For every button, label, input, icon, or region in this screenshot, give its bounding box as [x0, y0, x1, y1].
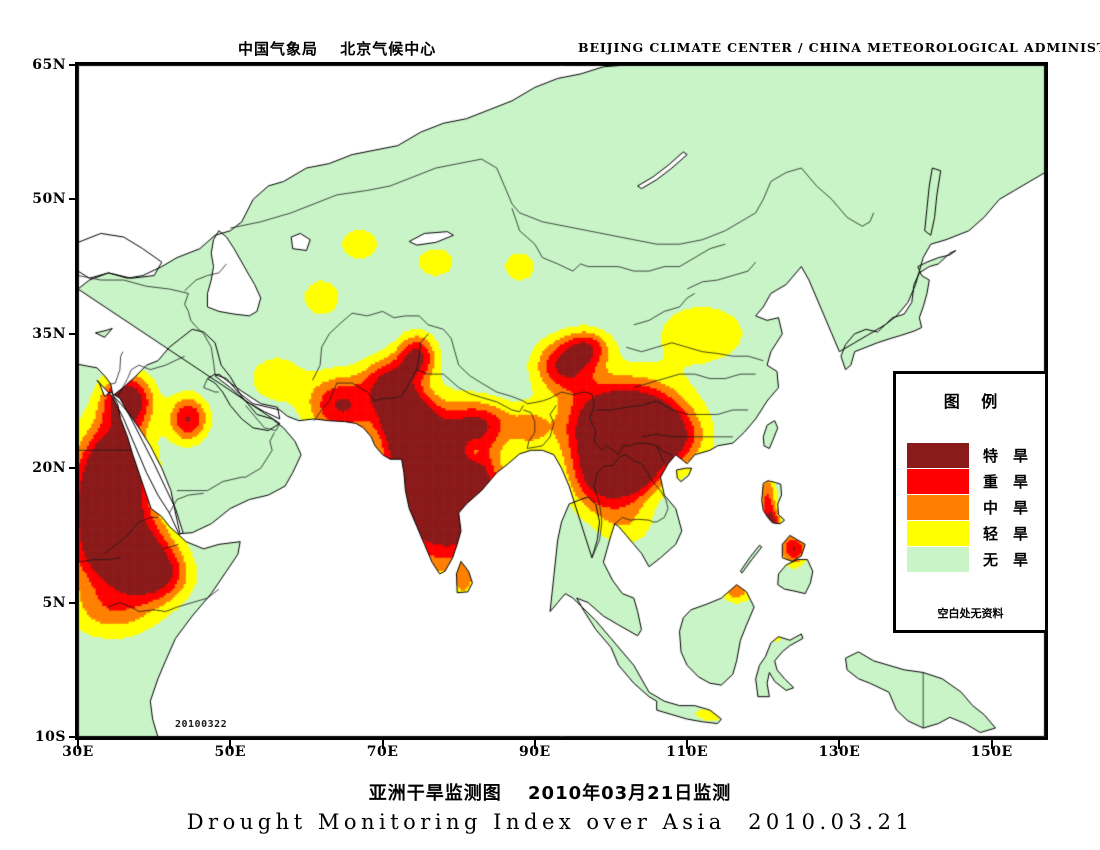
legend-item-light-drought: 轻 旱 — [907, 520, 1045, 546]
y-tick-mark — [69, 64, 78, 66]
legend-label-severe-drought: 重 旱 — [983, 472, 1029, 491]
legend-swatch-extreme-drought — [907, 442, 969, 468]
date-stamp: 20100322 — [175, 719, 228, 730]
x-tick-mark — [77, 740, 79, 749]
agency-name-cn: 中国气象局 北京气候中心 — [238, 40, 437, 58]
x-tick-mark — [838, 740, 841, 749]
x-tick-mark — [686, 740, 689, 749]
legend-swatch-moderate-drought — [907, 494, 969, 520]
x-tick-mark — [381, 740, 384, 749]
agency-name-en: BEIJING CLIMATE CENTER / CHINA METEOROLO… — [578, 40, 1100, 55]
y-axis-tick-20N: 20N — [32, 460, 66, 477]
x-tick-mark — [533, 740, 536, 749]
legend-swatch-no-drought — [907, 546, 969, 572]
x-tick-mark — [229, 740, 232, 749]
y-axis-tick-5N: 5N — [42, 594, 66, 611]
legend-footer-note: 空白处无资料 — [937, 607, 1004, 620]
x-axis-tick-110E: 110E — [666, 744, 709, 760]
legend-swatch-light-drought — [907, 520, 969, 546]
y-tick-mark — [69, 601, 78, 604]
y-tick-mark — [69, 198, 78, 201]
chart-title-cn: 亚洲干旱监测图 2010年03月21日监测 — [368, 783, 732, 804]
chart-title-en: Drought Monitoring Index over Asia 2010.… — [186, 810, 914, 834]
x-axis-tick-130E: 130E — [818, 744, 861, 760]
legend-item-no-drought: 无 旱 — [907, 546, 1045, 572]
legend-label-no-drought: 无 旱 — [983, 550, 1029, 569]
header-bar: 中国气象局 北京气候中心 BEIJING CLIMATE CENTER / CH… — [0, 38, 1100, 60]
x-axis-tick-30E: 30E — [62, 744, 94, 760]
x-tick-mark — [990, 740, 993, 749]
y-tick-mark — [69, 467, 78, 470]
legend-swatch-severe-drought — [907, 468, 969, 494]
legend-box: 图 例 特 旱重 旱中 旱轻 旱无 旱 空白处无资料 — [893, 371, 1048, 633]
x-axis-tick-50E: 50E — [214, 744, 247, 760]
x-axis-tick-150E: 150E — [970, 744, 1013, 760]
x-axis-tick-90E: 90E — [519, 744, 551, 760]
map-plot-frame — [75, 62, 1048, 740]
legend-label-light-drought: 轻 旱 — [983, 524, 1029, 543]
legend-label-extreme-drought: 特 旱 — [983, 446, 1029, 465]
legend-title: 图 例 — [943, 392, 998, 411]
x-axis-tick-70E: 70E — [366, 744, 399, 760]
legend-items-list: 特 旱重 旱中 旱轻 旱无 旱 — [907, 442, 1045, 572]
y-axis-tick-35N: 35N — [32, 325, 66, 342]
legend-label-moderate-drought: 中 旱 — [983, 498, 1029, 517]
legend-item-extreme-drought: 特 旱 — [907, 442, 1045, 468]
y-axis-tick-65N: 65N — [32, 57, 66, 73]
legend-item-moderate-drought: 中 旱 — [907, 494, 1045, 520]
drought-heatmap-canvas — [78, 65, 1045, 737]
y-axis-tick-50N: 50N — [32, 191, 66, 208]
y-tick-mark — [69, 332, 78, 335]
y-axis-tick-10S: 10S — [34, 729, 66, 745]
y-tick-mark — [69, 736, 78, 738]
legend-item-severe-drought: 重 旱 — [907, 468, 1045, 494]
